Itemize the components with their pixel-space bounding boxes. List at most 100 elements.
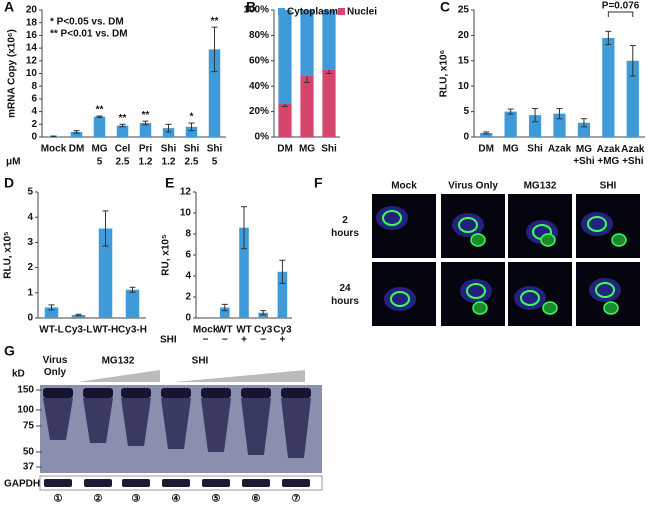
y-tick-label: 10 (180, 208, 192, 219)
legend-swatch (278, 8, 285, 15)
x-tick-label: Azak (548, 144, 572, 155)
gapdh-band (122, 479, 150, 487)
x-tick-label: Shi (184, 144, 200, 155)
treatment-mark: + (279, 335, 285, 346)
gapdh-strip (39, 475, 323, 491)
x-tick-label: Azak +Shi (621, 144, 645, 167)
marker-label: 50 (23, 447, 35, 458)
gapdh-band (162, 479, 190, 487)
error-bar (129, 286, 136, 293)
y-tick-label: 80% (249, 30, 269, 41)
smear (241, 398, 271, 455)
comparison-label: P=0.076 (602, 1, 640, 12)
x-tick-label: Cel (115, 144, 131, 155)
x-tick-label: DM (69, 144, 85, 155)
lane-number: ③ (132, 494, 141, 505)
y-tick-label: 10 (458, 81, 470, 92)
group-label: Virus Only (43, 355, 68, 378)
nucleus (542, 301, 558, 315)
lane-number: ⑥ (252, 494, 261, 505)
bar (220, 307, 230, 318)
bar (162, 128, 175, 137)
gapdh-band (44, 479, 72, 487)
panel-label: B (246, 0, 256, 15)
y-tick-label: 4 (27, 212, 33, 223)
x-tick-label: WT-H (93, 325, 119, 336)
cell (384, 287, 416, 311)
bar-segment (322, 10, 336, 70)
bar-segment (278, 103, 292, 137)
error-bar (260, 310, 267, 316)
x-tick-label: Shi (207, 144, 223, 155)
cell (581, 212, 613, 236)
column-label: Virus Only (448, 181, 498, 192)
note: * P<0.05 vs. DM (50, 17, 124, 28)
cell (376, 206, 408, 230)
legend-swatch (338, 8, 345, 15)
smear (121, 398, 151, 446)
smear (281, 398, 311, 458)
smear (201, 398, 231, 452)
bar (504, 111, 517, 137)
dose-unit: μM (6, 157, 20, 168)
loading-control: GAPDH (4, 479, 40, 490)
x-tick-label: Cy3-L (65, 325, 93, 336)
lane-number: ⑦ (292, 494, 301, 505)
column-label: Mock (391, 181, 417, 192)
bar (93, 116, 106, 137)
x-tick-label: Mock (41, 144, 67, 155)
y-tick-label: 0 (31, 132, 37, 143)
column-label: MG132 (524, 181, 557, 192)
y-tick-label: 6 (185, 250, 191, 261)
bar (480, 132, 493, 137)
nucleus (470, 233, 486, 247)
y-tick-label: 0 (27, 313, 33, 324)
dose-label: 2.5 (185, 157, 199, 168)
gapdh-band (282, 479, 310, 487)
bar (44, 307, 59, 318)
y-tick-label: 2 (185, 292, 191, 303)
nucleus (587, 216, 607, 232)
significance: ** (96, 105, 104, 116)
x-tick-label: Shi (321, 144, 337, 155)
error-bar (279, 259, 286, 284)
y-tick-label: 15 (458, 55, 470, 66)
y-tick-label: 12 (26, 55, 38, 66)
y-axis-label: RLU, x10⁶ (439, 50, 450, 97)
error-bar (48, 304, 55, 311)
column-label: SHI (600, 181, 617, 192)
panel-label: C (440, 0, 450, 15)
panel-label: A (4, 0, 14, 15)
y-tick-label: 0% (255, 132, 270, 143)
bar (577, 122, 591, 137)
y-tick-label: 40% (249, 81, 269, 92)
y-tick-label: 20 (26, 5, 38, 16)
nucleus (603, 301, 619, 315)
y-tick-label: 25 (458, 5, 470, 16)
panel-label: G (4, 343, 15, 359)
dose-label: 1.2 (162, 157, 176, 168)
dose-label: 5 (212, 157, 218, 168)
nucleus (458, 217, 478, 233)
bar-segment (300, 76, 314, 137)
legend-label: Nuclei (347, 7, 377, 18)
x-tick-label: Mock (193, 325, 219, 336)
band (83, 388, 113, 398)
legend-label: Cytoplasm (287, 7, 338, 18)
x-tick-label: Cy3 (273, 325, 292, 336)
bar (553, 113, 566, 137)
y-tick-label: 2 (27, 262, 33, 273)
y-tick-label: 10 (26, 68, 38, 79)
y-tick-label: 20 (458, 30, 470, 41)
y-tick-label: 18 (26, 17, 38, 28)
significance: * (190, 112, 194, 123)
error-bar (102, 210, 109, 247)
panel-label: D (4, 175, 14, 191)
treatment-mark: + (241, 335, 247, 346)
y-tick-label: 4 (31, 106, 37, 117)
error-bar (96, 115, 103, 118)
x-tick-label: Shi (527, 144, 543, 155)
band (121, 388, 151, 398)
y-tick-label: 3 (27, 237, 33, 248)
y-tick-label: 6 (31, 94, 37, 105)
